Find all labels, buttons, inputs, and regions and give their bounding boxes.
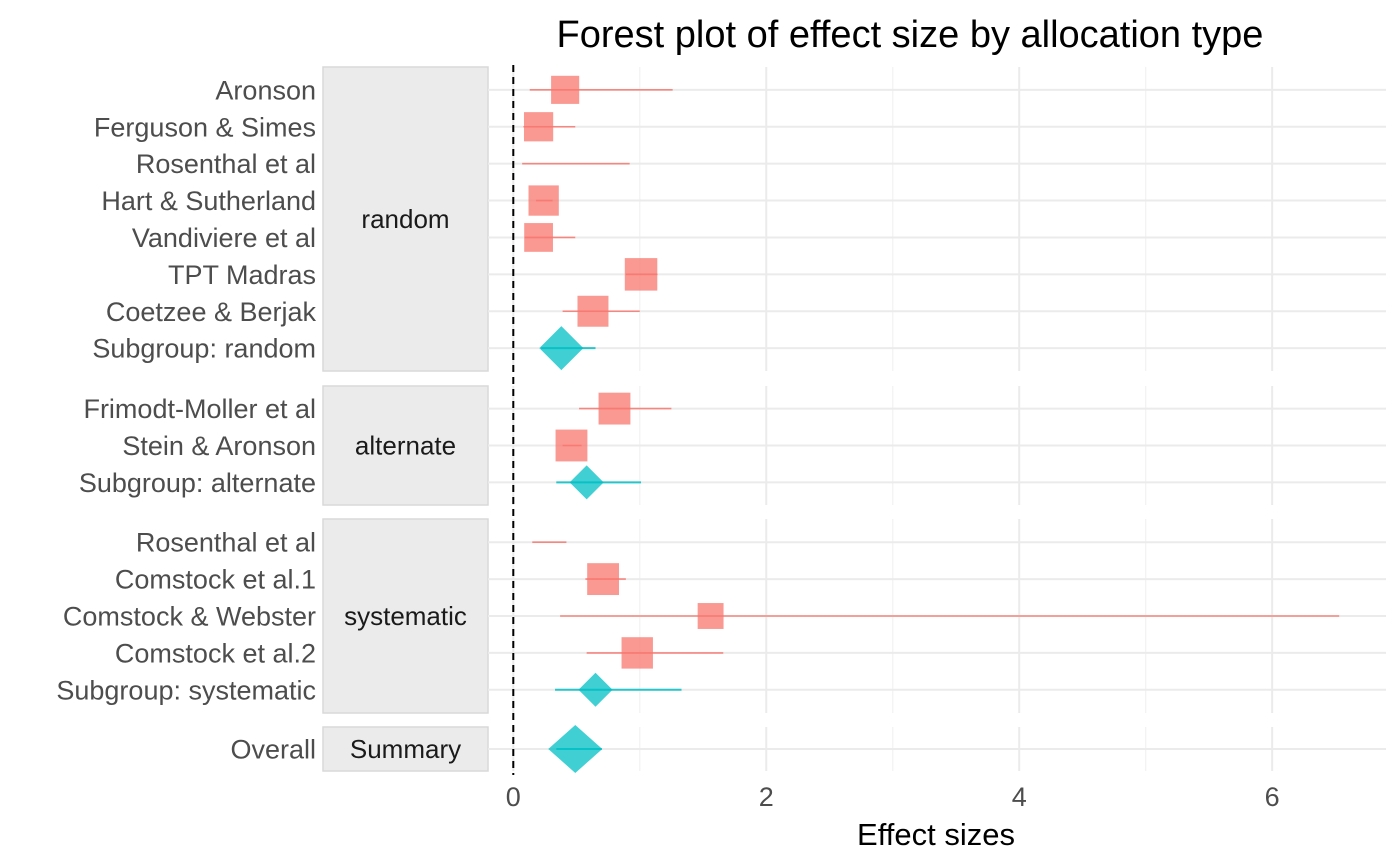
x-axis-title: Effect sizes xyxy=(857,817,1015,852)
chart-title: Forest plot of effect size by allocation… xyxy=(557,14,1264,56)
summary-diamond xyxy=(569,465,604,500)
x-tick-label: 2 xyxy=(759,782,774,812)
study-point xyxy=(528,185,559,216)
row-label: Overall xyxy=(230,735,316,765)
panel-summary: Summary Overall xyxy=(230,725,1386,773)
row-label: Frimodt-Moller et al xyxy=(83,394,316,424)
row-label: Vandiviere et al xyxy=(132,223,316,253)
strip-background xyxy=(322,726,489,772)
summary-diamond xyxy=(539,326,584,371)
row-label: Aronson xyxy=(215,75,316,105)
strip-background xyxy=(322,66,489,372)
study-point xyxy=(524,223,553,252)
row-label: Comstock et al.1 xyxy=(115,565,316,595)
x-tick-label: 0 xyxy=(506,782,521,812)
row-label: Stein & Aronson xyxy=(122,431,316,461)
study-point xyxy=(624,258,658,291)
row-label: Subgroup: alternate xyxy=(79,468,316,498)
row-label: Subgroup: systematic xyxy=(56,675,316,705)
strip-label: alternate xyxy=(355,431,456,461)
panel-systematic: systematic Rosenthal et al Comstock et al.… xyxy=(56,518,1386,714)
strip-background xyxy=(322,518,489,714)
study-point xyxy=(598,392,631,425)
study-point xyxy=(697,603,724,629)
x-tick-label: 6 xyxy=(1265,782,1280,812)
x-axis: 0 2 4 6 xyxy=(506,782,1280,812)
summary-diamond xyxy=(548,725,603,773)
study-point xyxy=(621,637,653,669)
row-label: Rosenthal et al xyxy=(136,528,316,558)
strip-background xyxy=(322,385,489,506)
panel-alternate: alternate Frimodt-Moller et al Stein & Aro… xyxy=(79,385,1386,506)
row-label: Comstock et al.2 xyxy=(115,638,316,668)
study-point xyxy=(551,75,580,104)
x-tick-label: 4 xyxy=(1012,782,1027,812)
study-point xyxy=(523,112,554,142)
strip-label: systematic xyxy=(344,601,467,631)
study-point xyxy=(577,295,609,327)
study-point xyxy=(587,563,620,596)
row-label: Hart & Sutherland xyxy=(101,186,316,216)
row-label: Coetzee & Berjak xyxy=(106,297,317,327)
plot-panels: random Aronson Ferguson & Simes Rosenthal e… xyxy=(56,66,1386,773)
row-label: Rosenthal et al xyxy=(136,149,316,179)
row-label: TPT Madras xyxy=(168,260,316,290)
row-label: Ferguson & Simes xyxy=(94,112,316,142)
strip-label: Summary xyxy=(350,734,461,764)
panel-random: random Aronson Ferguson & Simes Rosenthal e… xyxy=(92,66,1386,372)
strip-label: random xyxy=(361,204,449,234)
summary-diamond xyxy=(578,672,613,707)
row-label: Subgroup: random xyxy=(92,334,316,364)
row-label: Comstock & Webster xyxy=(63,602,316,632)
study-point xyxy=(555,429,588,462)
